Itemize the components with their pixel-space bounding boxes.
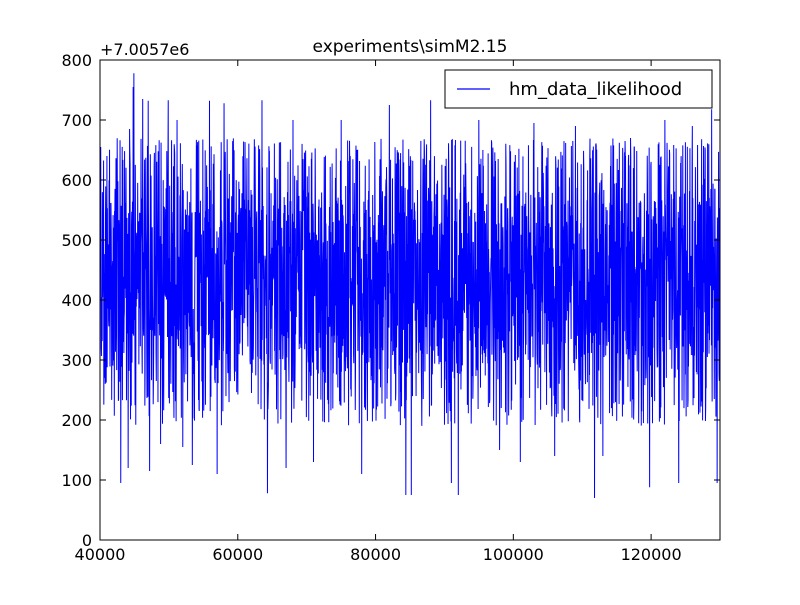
legend-entry-hm-data-likelihood: hm_data_likelihood xyxy=(509,79,682,100)
chart-title: experiments\simM2.15 xyxy=(313,37,508,57)
y-tick-label: 700 xyxy=(61,111,92,130)
x-tick-label: 120000 xyxy=(621,545,682,564)
y-tick-label: 100 xyxy=(61,471,92,490)
y-tick-label: 500 xyxy=(61,231,92,250)
y-tick-label: 200 xyxy=(61,411,92,430)
y-tick-label: 300 xyxy=(61,351,92,370)
x-tick-label: 40000 xyxy=(75,545,126,564)
y-tick-label: 600 xyxy=(61,171,92,190)
x-tick-label: 80000 xyxy=(350,545,401,564)
y-tick-label: 800 xyxy=(61,51,92,70)
axis-offset-label: +7.0057e6 xyxy=(100,40,189,59)
y-tick-label: 400 xyxy=(61,291,92,310)
x-tick-label: 60000 xyxy=(212,545,263,564)
axis-ticks: 40000 60000 80000 100000 120000 0 100 200 300 400… xyxy=(61,51,720,564)
y-tick-label: 0 xyxy=(82,531,92,550)
legend: hm_data_likelihood xyxy=(444,69,713,109)
series-line-hm-data-likelihood xyxy=(99,73,721,499)
x-tick-label: 100000 xyxy=(483,545,544,564)
